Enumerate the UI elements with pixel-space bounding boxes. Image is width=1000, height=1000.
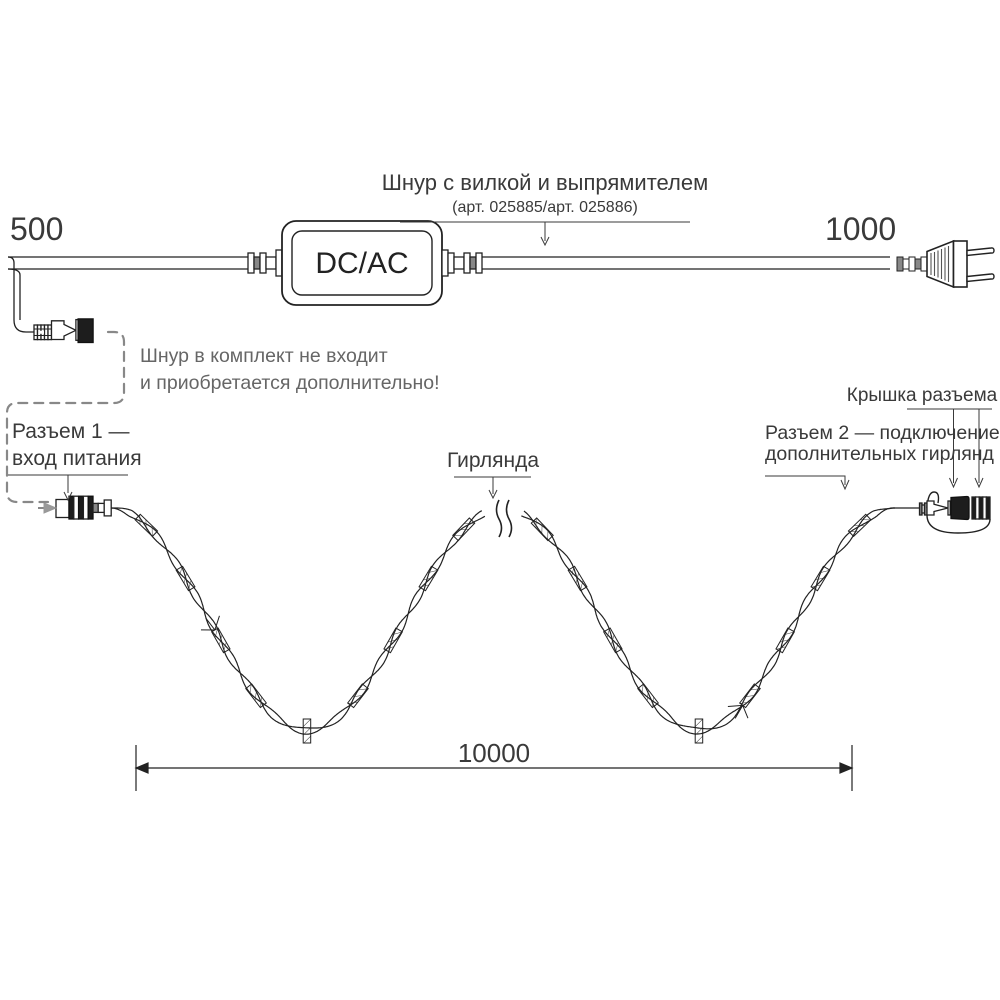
svg-text:10000: 10000 bbox=[458, 738, 530, 768]
svg-text:Шнур с вилкой и выпрямителем: Шнур с вилкой и выпрямителем bbox=[382, 170, 709, 195]
svg-text:вход питания: вход питания bbox=[12, 447, 142, 470]
svg-text:1000: 1000 bbox=[825, 211, 896, 247]
svg-text:Разъем 1 —: Разъем 1 — bbox=[12, 420, 130, 443]
svg-text:и приобретается дополнительно!: и приобретается дополнительно! bbox=[140, 372, 440, 394]
svg-text:Шнур в комплект не входит: Шнур в комплект не входит bbox=[140, 345, 388, 367]
svg-text:500: 500 bbox=[10, 211, 63, 247]
svg-text:(арт. 025885/арт. 025886): (арт. 025885/арт. 025886) bbox=[452, 199, 638, 216]
svg-text:Крышка разъема: Крышка разъема bbox=[847, 385, 998, 406]
svg-text:DC/AC: DC/AC bbox=[315, 247, 408, 280]
svg-text:Гирлянда: Гирлянда bbox=[447, 449, 539, 472]
svg-text:дополнительных гирлянд: дополнительных гирлянд bbox=[765, 443, 995, 465]
svg-text:Разъем 2 — подключение: Разъем 2 — подключение bbox=[765, 422, 1000, 444]
